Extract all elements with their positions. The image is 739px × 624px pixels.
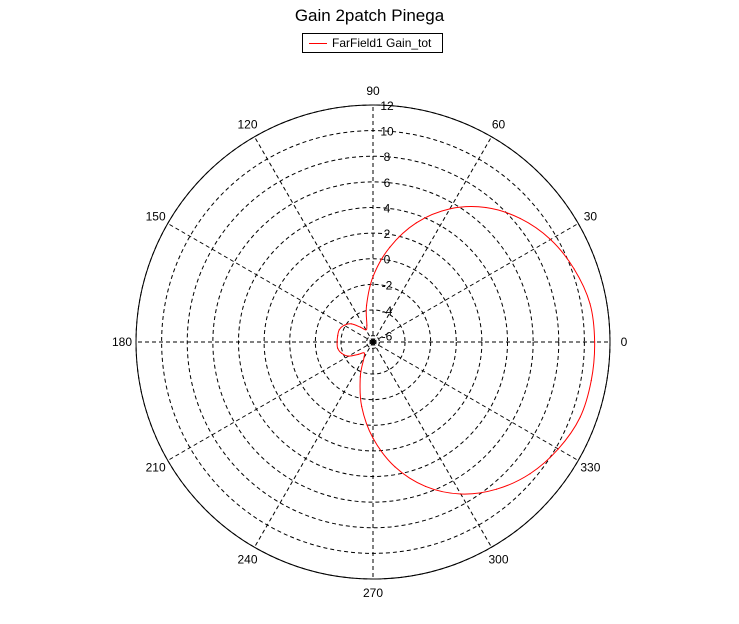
data-point [363,356,365,359]
data-point [424,485,427,488]
data-point [359,376,361,378]
angle-spoke [254,341,374,548]
data-point [579,416,581,418]
radial-ring [366,335,380,349]
legend-label: FarField1 Gain_tot [332,36,432,50]
data-point [336,341,338,343]
radial-tick-label: -4 [382,304,393,318]
data-point [485,206,487,209]
radial-tick-label: 10 [380,125,394,139]
data-point [365,329,367,331]
data-point [415,222,417,224]
radial-tick-label: -2 [382,278,393,292]
radial-ring [212,181,534,503]
data-point [341,352,343,354]
angle-spoke [372,341,579,461]
center-marker [370,339,376,345]
angle-tick-label: 60 [492,118,506,132]
data-point [363,352,365,354]
radial-ring [340,309,406,375]
angle-tick-label: 120 [237,118,257,132]
radial-ring [135,104,611,580]
radial-tick-label: 4 [384,201,391,215]
data-point [589,303,591,305]
angle-tick-label: 150 [146,210,166,224]
data-point [573,268,575,270]
data-point [519,217,521,220]
data-point [549,238,552,241]
radial-tick-label: 8 [384,150,391,164]
radial-tick-label: 6 [384,176,391,190]
data-point [594,341,596,343]
data-point [372,437,374,439]
angle-spoke [372,223,579,343]
angle-spoke [372,136,492,343]
data-point [337,347,339,349]
radial-tick-label: 2 [384,227,391,241]
data-point [343,324,345,326]
angle-tick-label: 270 [363,586,383,600]
angle-tick-label: 330 [580,461,600,475]
angle-tick-label: 30 [584,210,598,224]
angle-spoke [372,341,492,548]
angle-spoke [167,223,374,343]
data-point [394,466,396,468]
data-point [372,276,374,278]
radial-tick-label: 0 [384,253,391,267]
data-point [460,493,462,495]
angle-spoke [254,136,374,343]
angle-tick-label: 180 [112,335,132,349]
data-point [350,323,353,325]
data-point [360,326,362,328]
angle-tick-label: 210 [146,461,166,475]
angle-tick-label: 0 [621,335,628,349]
data-point [449,208,451,210]
data-point [557,448,559,450]
data-point [357,353,359,355]
angle-tick-label: 240 [237,552,257,566]
data-point [361,405,363,407]
angle-tick-label: 300 [488,552,508,566]
data-point [590,379,592,382]
legend: FarField1 Gain_tot [302,33,443,53]
radial-tick-label: 12 [380,99,394,113]
data-point [347,355,350,357]
angle-tick-label: 90 [366,84,380,98]
data-point [337,335,339,337]
chart-title: Gain 2patch Pinega [294,6,445,25]
data-point [495,488,498,490]
data-point [366,324,368,326]
radial-ring [289,258,457,426]
data-point [365,304,368,307]
data-point [529,473,531,475]
angle-spoke [167,341,374,461]
data-point [389,246,391,248]
legend-swatch [309,43,327,44]
radial-tick-label: -6 [382,330,393,344]
data-point [338,329,340,331]
